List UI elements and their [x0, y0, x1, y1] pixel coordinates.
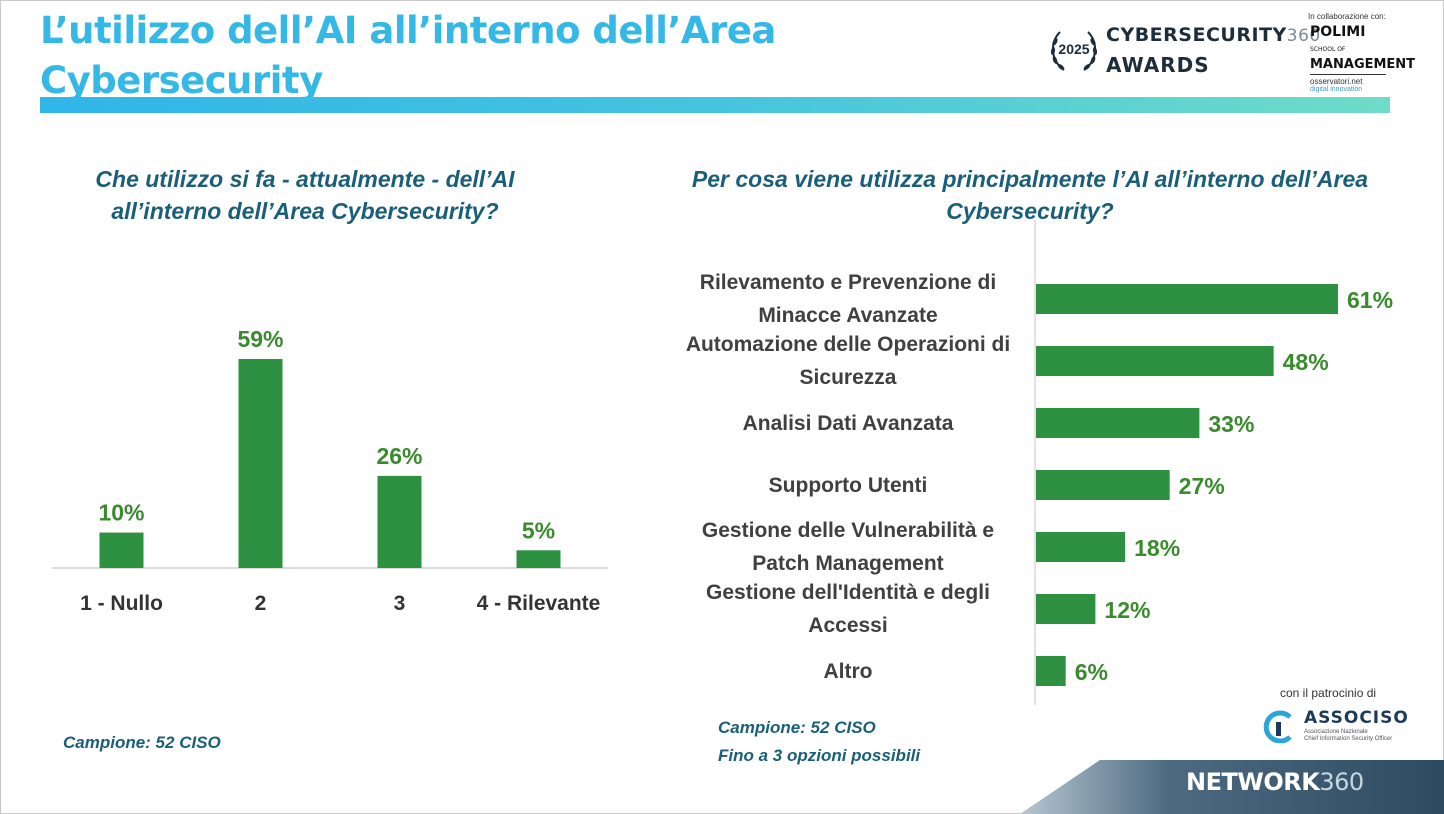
data-label: 59% — [237, 326, 283, 352]
category-label-line: Rilevamento e Prevenzione di — [700, 271, 996, 294]
data-label: 33% — [1208, 411, 1254, 437]
data-label: 27% — [1179, 473, 1225, 499]
data-label: 6% — [1075, 659, 1108, 685]
patrocinio-label: con il patrocinio di — [1280, 686, 1377, 700]
osservatori-line2: digital innovation — [1310, 86, 1363, 93]
category-label: Altro — [824, 660, 873, 683]
network360-logo: NETWORK360 — [1186, 768, 1364, 796]
osservatori-line1: osservatori.net — [1310, 77, 1363, 86]
associso-icon — [1263, 710, 1292, 743]
associso-sub1: Associazione Nazionale — [1304, 729, 1368, 735]
horizontal-bar-chart: 61% Rilevamento e Prevenzione di Minacce A… — [686, 220, 1393, 705]
associso-sub2: Chief Information Security Officer — [1304, 736, 1393, 742]
polimi-school-text: SCHOOL OF — [1310, 46, 1346, 53]
network-suffix: 360 — [1319, 768, 1364, 796]
data-label: 5% — [522, 517, 555, 543]
awards-subtitle: AWARDS — [1106, 53, 1210, 77]
bar — [99, 532, 144, 568]
polimi-line1: POLIMI SCHOOL OF — [1310, 25, 1390, 57]
bar — [1036, 532, 1126, 562]
laurel-wreath-icon — [1050, 31, 1098, 71]
category-label-line: Accessi — [808, 614, 887, 637]
bar — [1036, 408, 1200, 438]
associso-subtitle: Associazione Nazionale Chief Information… — [1304, 729, 1414, 743]
polimi-line2: MANAGEMENT — [1310, 57, 1416, 72]
category-label: 1 - Nullo — [80, 592, 163, 615]
left-chart-question: Che utilizzo si fa - attualmente - dell’… — [95, 166, 515, 224]
polimi-logo: POLIMI SCHOOL OF MANAGEMENT osservatori.… — [1310, 25, 1416, 94]
awards-brand-suffix: 360 — [1286, 26, 1321, 46]
title-underline-bar — [40, 97, 1390, 113]
category-label: Gestione dell'Identità e degli Accessi — [706, 581, 990, 637]
category-label: 4 - Rilevante — [477, 592, 601, 615]
category-label-line: Gestione delle Vulnerabilità e — [702, 519, 994, 542]
slide-title: L’utilizzo dell’AI all’interno dell’Area… — [40, 9, 776, 102]
awards-year: 2025 — [1058, 41, 1090, 57]
category-label: Supporto Utenti — [769, 474, 928, 497]
category-label-line: Automazione delle Operazioni di — [686, 333, 1010, 356]
associso-name: ASSOCISO — [1304, 708, 1409, 728]
awards-brand: CYBERSECURITY360 — [1106, 24, 1321, 46]
bar — [1036, 346, 1274, 376]
bar — [1036, 656, 1066, 686]
left-sample-note: Campione: 52 CISO — [63, 733, 221, 752]
awards-brand-text: CYBERSECURITY — [1106, 24, 1287, 46]
cybersecurity-awards-logo: 2025 CYBERSECURITY360 AWARDS — [1040, 22, 1320, 82]
polimi-divider — [1310, 74, 1386, 75]
category-label: 3 — [394, 592, 406, 615]
bar — [377, 475, 422, 568]
category-label: 2 — [255, 592, 267, 615]
right-chart-question: Per cosa viene utilizza principalmente l… — [691, 166, 1369, 224]
category-label: Gestione delle Vulnerabilità e Patch Mana… — [702, 519, 994, 575]
right-sample-note: Campione: 52 CISO — [718, 718, 876, 737]
category-label-line: Analisi Dati Avanzata — [743, 412, 954, 435]
category-label-line: Gestione dell'Identità e degli — [706, 581, 990, 604]
bar — [516, 550, 561, 568]
network360-banner — [1020, 760, 1444, 814]
right-notes: Campione: 52 CISO Fino a 3 opzioni possi… — [718, 714, 920, 770]
collaboration-label: In collaborazione con: — [1308, 12, 1386, 21]
category-label-line: Minacce Avanzate — [758, 304, 937, 327]
category-label: Automazione delle Operazioni di Sicurezza — [686, 333, 1010, 389]
data-label: 10% — [98, 500, 144, 526]
category-label: Rilevamento e Prevenzione di Minacce Avan… — [700, 271, 996, 327]
category-label: Analisi Dati Avanzata — [743, 412, 954, 435]
category-label-line: Sicurezza — [800, 366, 897, 389]
bar — [238, 358, 283, 568]
network-brand: NETWORK — [1186, 768, 1320, 796]
bar — [1036, 284, 1338, 314]
category-label-line: Patch Management — [752, 552, 943, 575]
data-label: 26% — [376, 443, 422, 469]
associso-logo: ASSOCISO Associazione Nazionale Chief In… — [1260, 705, 1410, 747]
data-label: 61% — [1347, 287, 1393, 313]
polimi-text: POLIMI — [1310, 24, 1366, 40]
vertical-bar-chart: 10% 1 - Nullo 59% 2 26% 3 5% 4 - Rilevante — [52, 326, 608, 615]
data-label: 48% — [1283, 349, 1329, 375]
right-options-note: Fino a 3 opzioni possibili — [718, 746, 921, 765]
data-label: 12% — [1104, 597, 1150, 623]
category-label-line: Supporto Utenti — [769, 474, 928, 497]
data-label: 18% — [1134, 535, 1180, 561]
category-label-line: Altro — [824, 660, 873, 683]
bar — [1036, 594, 1096, 624]
bar — [1036, 470, 1170, 500]
